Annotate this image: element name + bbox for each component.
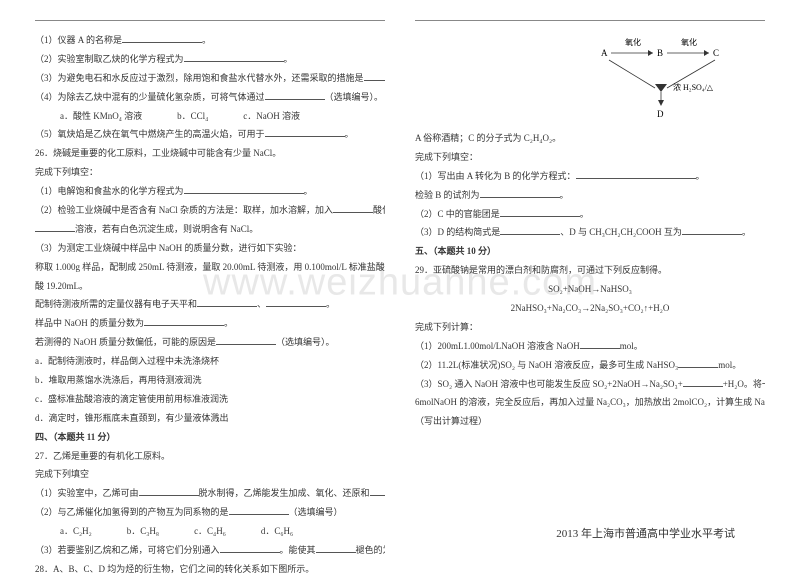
q-line: 完成下列计算： <box>415 318 765 337</box>
footer-title: 2013 年上海市普通高中学业水平考试 <box>556 525 735 541</box>
q-line: （4）为除去乙炔中混有的少量硫化氢杂质，可将气体通过（选填编号）。 <box>35 88 385 107</box>
q-line: 完成下列填空： <box>35 163 385 182</box>
q-line: （2）11.2L(标准状况)SO₂ 与 NaOH 溶液反应，最多可生成 NaHS… <box>415 356 765 375</box>
eq: 2NaHSO₃+Na₂CO₃→2Na₂SO₃+CO₂↑+H₂O <box>415 299 765 318</box>
q-line: 6molNaOH 的溶液，完全反应后，再加入过量 Na₂CO₃，加热放出 2mo… <box>415 393 765 412</box>
q-line: 称取 1.000g 样品，配制成 250mL 待测液，量取 20.00mL 待测… <box>35 258 385 277</box>
q-line: （3）为避免电石和水反应过于激烈，除用饱和食盐水代替水外，还需采取的措施是。 <box>35 69 385 88</box>
top-rule <box>415 20 765 21</box>
eq: SO₂+NaOH→NaHSO₃ <box>415 280 765 299</box>
q-line: （1）200mL1.00mol/LNaOH 溶液含 NaOHmol。 <box>415 337 765 356</box>
q-line: 29．亚硫酸钠是常用的漂白剂和防腐剂，可通过下列反应制得。 <box>415 261 765 280</box>
q-line: 完成下列填空： <box>415 148 765 167</box>
q-line: 样品中 NaOH 的质量分数为。 <box>35 314 385 333</box>
q-line: （5）氧炔焰是乙炔在氧气中燃烧产生的高温火焰，可用于。 <box>35 125 385 144</box>
q-line: c．盛标准盐酸溶液的滴定管使用前用标准液润洗 <box>35 390 385 409</box>
q-line: 27．乙烯是重要的有机化工原料。 <box>35 447 385 466</box>
q-line: 溶液，若有白色沉淀生成，则说明含有 NaCl。 <box>35 220 385 239</box>
q-line: b．堆取用蒸馏水洗涤后，再用待测液润洗 <box>35 371 385 390</box>
q-line: 28．A、B、C、D 均为烃的衍生物，它们之间的转化关系如下图所示。 <box>35 560 385 579</box>
q-line: （2）实验室制取乙炔的化学方程式为。 <box>35 50 385 69</box>
q-line: d．滴定时，锥形瓶底未直颈到，有少量液体溅出 <box>35 409 385 428</box>
q-line: （1）仪器 A 的名称是。 <box>35 31 385 50</box>
svg-text:A: A <box>601 48 608 58</box>
q-line: （3）若要鉴别乙烷和乙烯，可将它们分别通入。能使其褪色的为乙烯。 <box>35 541 385 560</box>
svg-text:浓 H₂SO₄/△: 浓 H₂SO₄/△ <box>673 83 714 92</box>
q-line: 酸 19.20mL。 <box>35 277 385 296</box>
options: a．C₂H₂b．C₃H₈c．C₄H₆d．C₆H₆ <box>60 522 385 541</box>
q-line: （2）与乙烯催化加氢得到的产物互为同系物的是（选填编号） <box>35 503 385 522</box>
q-line: 检验 B 的试剂为。 <box>415 186 765 205</box>
q-line: （1）写出由 A 转化为 B 的化学方程式：。 <box>415 167 765 186</box>
left-column: （1）仪器 A 的名称是。 （2）实验室制取乙炔的化学方程式为。 （3）为避免电… <box>35 20 400 546</box>
q-line: （2）检验工业烧碱中是否含有 NaCl 杂质的方法是：取样，加水溶解，加入酸化，… <box>35 201 385 220</box>
q-line: （3）为测定工业烧碱中样品中 NaOH 的质量分数，进行如下实验： <box>35 239 385 258</box>
q-line: （1）电解饱和食盐水的化学方程式为。 <box>35 182 385 201</box>
q-line: （写出计算过程） <box>415 412 765 431</box>
q-line: （1）实验室中，乙烯可由脱水制得，乙烯能发生加成、氧化、还原和反应。 <box>35 484 385 503</box>
svg-text:氧化: 氧化 <box>681 37 697 47</box>
q-line: 完成下列填空 <box>35 465 385 484</box>
q-line: 若测得的 NaOH 质量分数偏低，可能的原因是（选填编号）。 <box>35 333 385 352</box>
svg-text:氧化: 氧化 <box>625 37 641 47</box>
top-rule <box>35 20 385 21</box>
q-line: 26．烧碱是重要的化工原料，工业烧碱中可能含有少量 NaCl。 <box>35 144 385 163</box>
q-line: a．配制待测液时，样品倒入过程中未洗涤烧杯 <box>35 352 385 371</box>
q-line: （2）C 中的官能团是。 <box>415 205 765 224</box>
svg-text:D: D <box>657 109 664 119</box>
reaction-diagram: A 氧化 B 氧化 C 浓 H₂SO₄/△ D <box>595 30 745 120</box>
section-4: 四、（本题共 11 分） <box>35 428 385 447</box>
q-line: （3）D 的结构简式是、D 与 CH₃CH₂CH₂COOH 互为。 <box>415 223 765 242</box>
svg-text:C: C <box>713 48 719 58</box>
svg-text:B: B <box>657 48 663 58</box>
q-line: 配制待测液所需的定量仪器有电子天平和、。 <box>35 295 385 314</box>
q-line: A 俗称酒精；C 的分子式为 C₂H₄O₂。 <box>415 129 765 148</box>
q-line: （3）SO₂ 通入 NaOH 溶液中也可能发生反应 SO₂+2NaOH→Na₂S… <box>415 375 765 394</box>
right-column: A 氧化 B 氧化 C 浓 H₂SO₄/△ D A 俗称酒精；C 的分子式为 C… <box>400 20 765 546</box>
section-5: 五、（本题共 10 分） <box>415 242 765 261</box>
options: a．酸性 KMnO₄ 溶液b．CCl₄c．NaOH 溶液 <box>60 107 385 126</box>
